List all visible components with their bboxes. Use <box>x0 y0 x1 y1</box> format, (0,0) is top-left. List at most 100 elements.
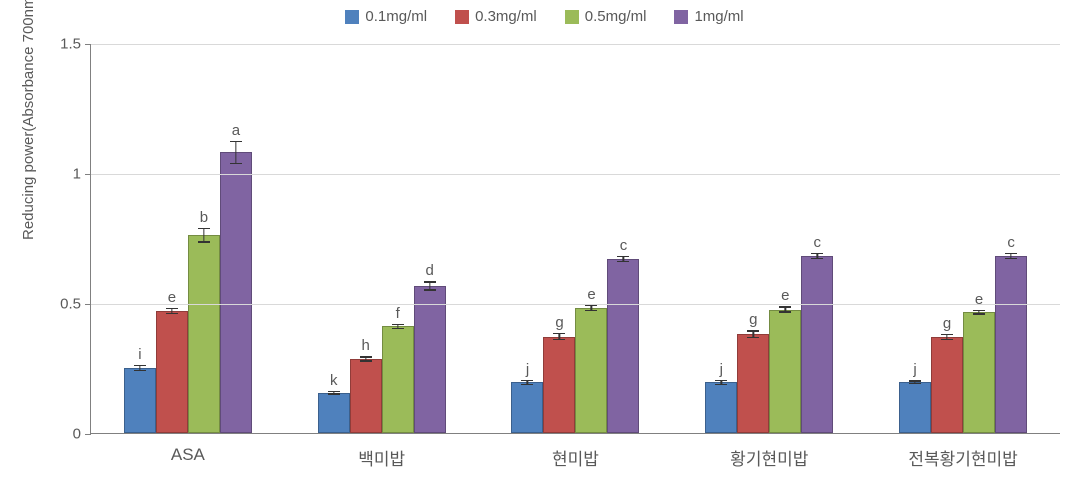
error-bar <box>779 306 791 312</box>
bar-wrap: a <box>220 152 252 433</box>
gridline <box>91 304 1060 305</box>
legend-item: 0.3mg/ml <box>455 8 537 25</box>
legend-swatch <box>455 10 469 24</box>
error-bar <box>715 380 727 385</box>
bar-group: khfd백미밥 <box>285 44 479 433</box>
y-tick-label: 0 <box>73 426 81 443</box>
bar-wrap: h <box>350 359 382 433</box>
significance-letter: g <box>943 315 951 332</box>
significance-letter: k <box>330 372 338 389</box>
error-bar <box>521 380 533 385</box>
bar-groups: iebaASAkhfd백미밥jgec현미밥jgec황기현미밥jgec전복황기현미… <box>91 44 1060 433</box>
y-tick-label: 1.5 <box>60 36 81 53</box>
bar-wrap: i <box>124 368 156 433</box>
y-axis-title: Reducing power(Absorbance 700nm) <box>20 0 37 240</box>
bar-wrap: f <box>382 326 414 433</box>
significance-letter: c <box>1007 234 1015 251</box>
y-tickmark <box>85 174 91 175</box>
significance-letter: j <box>913 361 916 378</box>
bar-wrap: c <box>801 256 833 433</box>
significance-letter: h <box>362 337 370 354</box>
significance-letter: j <box>720 361 723 378</box>
significance-letter: j <box>526 361 529 378</box>
x-tick-label: ASA <box>171 445 205 465</box>
bar-wrap: e <box>575 308 607 433</box>
bar <box>188 235 220 433</box>
bar-wrap: e <box>156 311 188 433</box>
bar <box>414 286 446 433</box>
significance-letter: g <box>749 311 757 328</box>
bar-wrap: k <box>318 393 350 433</box>
x-tick-label: 백미밥 <box>358 445 405 470</box>
legend-swatch <box>565 10 579 24</box>
bar <box>769 310 801 434</box>
bar-group: jgec현미밥 <box>479 44 673 433</box>
y-tickmark <box>85 434 91 435</box>
error-bar <box>1005 253 1017 259</box>
significance-letter: e <box>781 287 789 304</box>
bar <box>318 393 350 433</box>
gridline <box>91 174 1060 175</box>
bar-group: jgec전복황기현미밥 <box>866 44 1060 433</box>
error-bar <box>941 334 953 340</box>
significance-letter: g <box>555 314 563 331</box>
x-tick-label: 현미밥 <box>552 445 599 470</box>
bar-wrap: d <box>414 286 446 433</box>
bar <box>511 382 543 433</box>
y-tick-label: 0.5 <box>60 296 81 313</box>
gridline <box>91 44 1060 45</box>
error-bar <box>811 253 823 259</box>
error-bar <box>973 310 985 315</box>
bar <box>737 334 769 433</box>
bar <box>575 308 607 433</box>
significance-letter: e <box>587 286 595 303</box>
legend-label: 0.5mg/ml <box>585 8 647 25</box>
bar <box>963 312 995 433</box>
y-tick-label: 1 <box>73 166 81 183</box>
legend-label: 0.3mg/ml <box>475 8 537 25</box>
error-bar <box>166 308 178 314</box>
bar <box>931 337 963 433</box>
legend-item: 0.1mg/ml <box>345 8 427 25</box>
legend-label: 0.1mg/ml <box>365 8 427 25</box>
error-bar <box>424 281 436 290</box>
significance-letter: d <box>426 262 434 279</box>
error-bar <box>360 356 372 361</box>
plot-area: iebaASAkhfd백미밥jgec현미밥jgec황기현미밥jgec전복황기현미… <box>90 44 1060 434</box>
significance-letter: f <box>396 305 400 322</box>
bar-wrap: c <box>607 259 639 433</box>
bar <box>124 368 156 433</box>
bar-group: jgec황기현미밥 <box>672 44 866 433</box>
bar-wrap: g <box>543 337 575 433</box>
bar <box>705 382 737 433</box>
significance-letter: b <box>200 209 208 226</box>
error-bar <box>230 141 242 164</box>
bar-wrap: g <box>931 337 963 433</box>
bar-wrap: e <box>963 312 995 433</box>
significance-letter: c <box>620 237 628 254</box>
legend-swatch <box>674 10 688 24</box>
legend-item: 1mg/ml <box>674 8 743 25</box>
bar <box>801 256 833 433</box>
x-tick-label: 황기현미밥 <box>730 445 808 470</box>
error-bar <box>134 365 146 371</box>
error-bar <box>909 380 921 384</box>
legend-swatch <box>345 10 359 24</box>
legend: 0.1mg/ml 0.3mg/ml 0.5mg/ml 1mg/ml <box>0 0 1089 25</box>
bar-wrap: b <box>188 235 220 433</box>
significance-letter: a <box>232 122 240 139</box>
significance-letter: i <box>138 346 141 363</box>
bar <box>350 359 382 433</box>
bar <box>899 382 931 433</box>
bar <box>607 259 639 433</box>
bar <box>995 256 1027 433</box>
bar <box>156 311 188 433</box>
legend-item: 0.5mg/ml <box>565 8 647 25</box>
error-bar <box>585 305 597 311</box>
error-bar <box>328 391 340 395</box>
error-bar <box>747 330 759 338</box>
bar-wrap: j <box>511 382 543 433</box>
chart-container: 0.1mg/ml 0.3mg/ml 0.5mg/ml 1mg/ml Reducing … <box>0 0 1089 503</box>
bar-wrap: c <box>995 256 1027 433</box>
bar-group: iebaASA <box>91 44 285 433</box>
